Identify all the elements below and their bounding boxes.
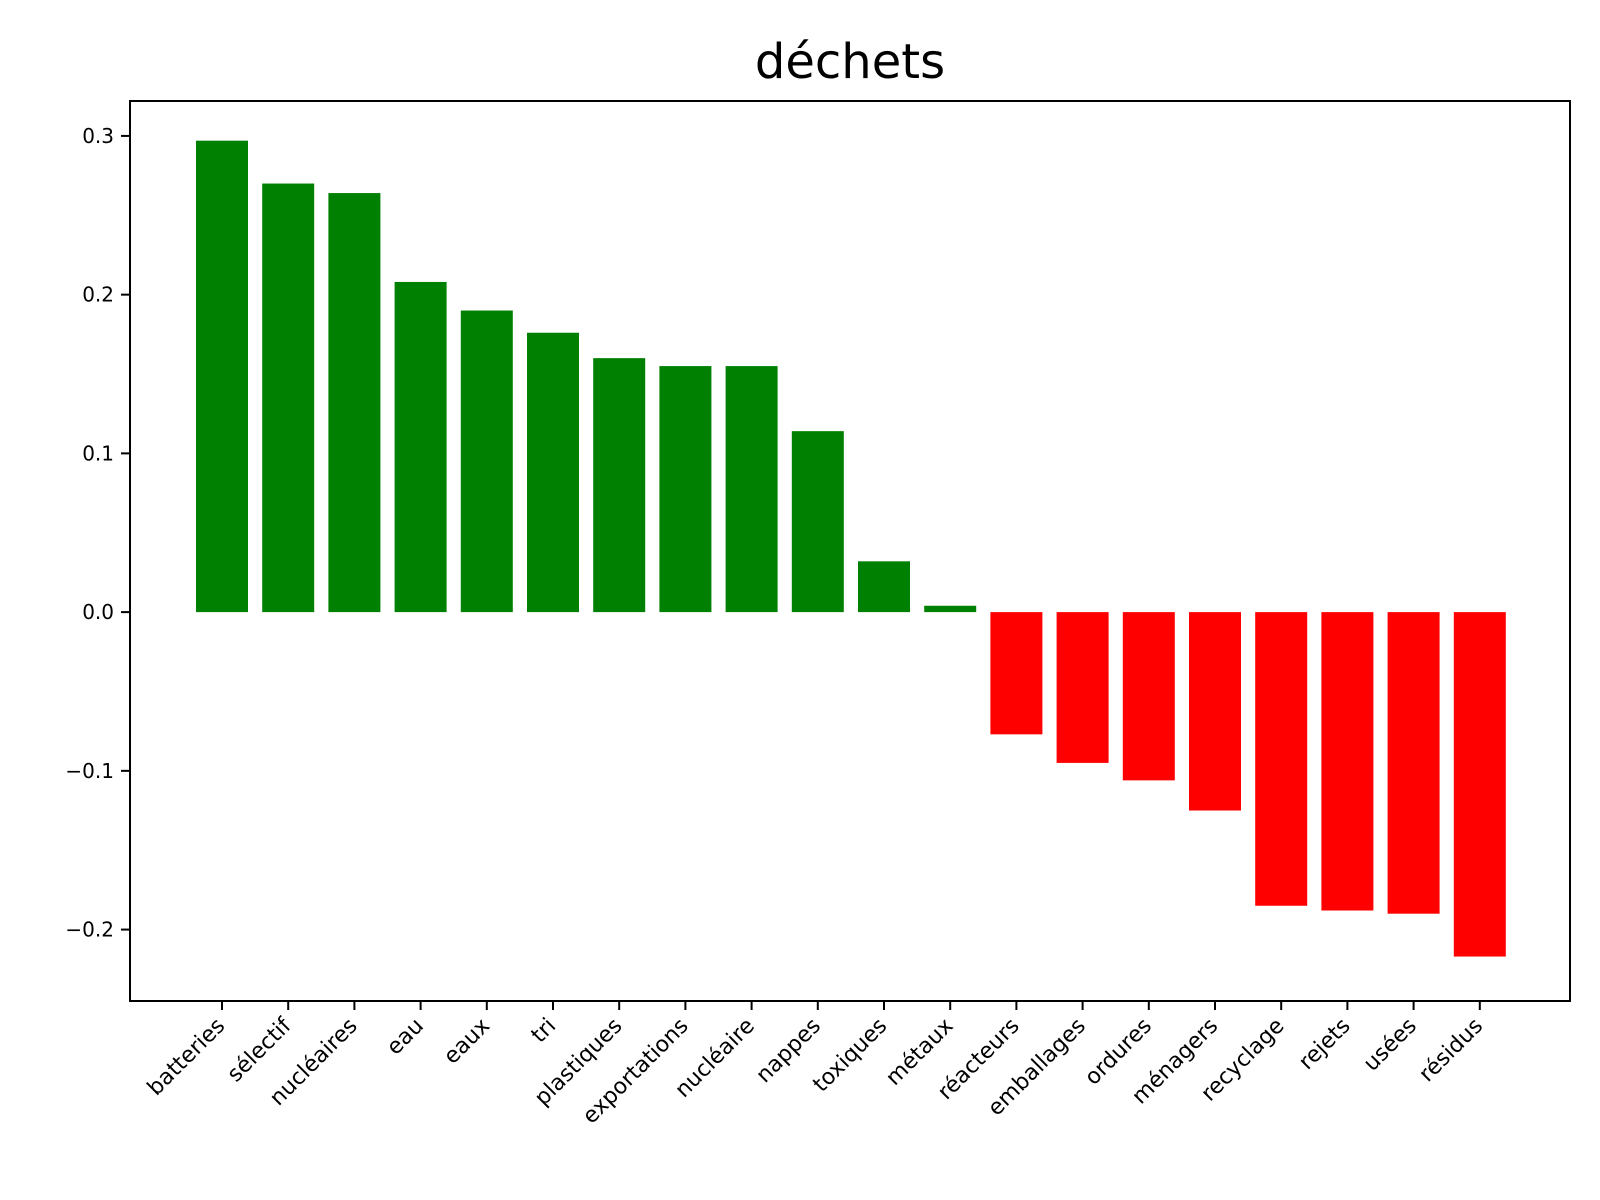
x-tick-label: batteries <box>143 1014 230 1101</box>
bar-6 <box>593 358 646 613</box>
bars <box>196 140 1506 957</box>
bar-13 <box>1056 612 1109 763</box>
bar-4 <box>460 310 513 613</box>
bar-18 <box>1387 612 1440 914</box>
x-tick-label: résidus <box>1414 1014 1488 1088</box>
x-tick-label: tri <box>527 1014 562 1049</box>
bar-7 <box>659 366 712 613</box>
y-tick-label: 0.1 <box>82 441 114 465</box>
x-tick-label: eau <box>382 1014 429 1061</box>
x-tick-label: usées <box>1359 1014 1422 1077</box>
y-tick-label: −0.2 <box>65 918 114 942</box>
y-axis: −0.2 −0.1 0.0 0.1 0.2 0.3 <box>65 124 130 942</box>
bar-12 <box>990 612 1043 735</box>
bar-19 <box>1453 612 1506 957</box>
bar-5 <box>527 332 579 613</box>
x-tick-label: rejets <box>1294 1014 1355 1075</box>
y-tick-label: 0.3 <box>82 124 114 148</box>
bar-16 <box>1255 612 1308 906</box>
bar-9 <box>791 431 844 613</box>
chart-title: déchets <box>755 34 945 90</box>
bar-8 <box>725 366 778 613</box>
bar-15 <box>1189 612 1241 811</box>
x-tick-label: eaux <box>439 1014 495 1070</box>
bar-10 <box>858 561 910 613</box>
bar-2 <box>328 193 381 613</box>
bar-17 <box>1321 612 1374 911</box>
bar-0 <box>196 140 248 613</box>
y-tick-label: −0.1 <box>65 759 114 783</box>
bar-11 <box>924 605 977 613</box>
y-tick-label: 0.2 <box>82 283 114 307</box>
plot-frame <box>129 100 1571 1002</box>
bar-1 <box>262 183 315 613</box>
y-tick-label: 0.0 <box>82 600 114 624</box>
bar-3 <box>394 281 447 613</box>
x-tick-label: toxiques <box>808 1014 892 1098</box>
bar-14 <box>1122 612 1175 781</box>
